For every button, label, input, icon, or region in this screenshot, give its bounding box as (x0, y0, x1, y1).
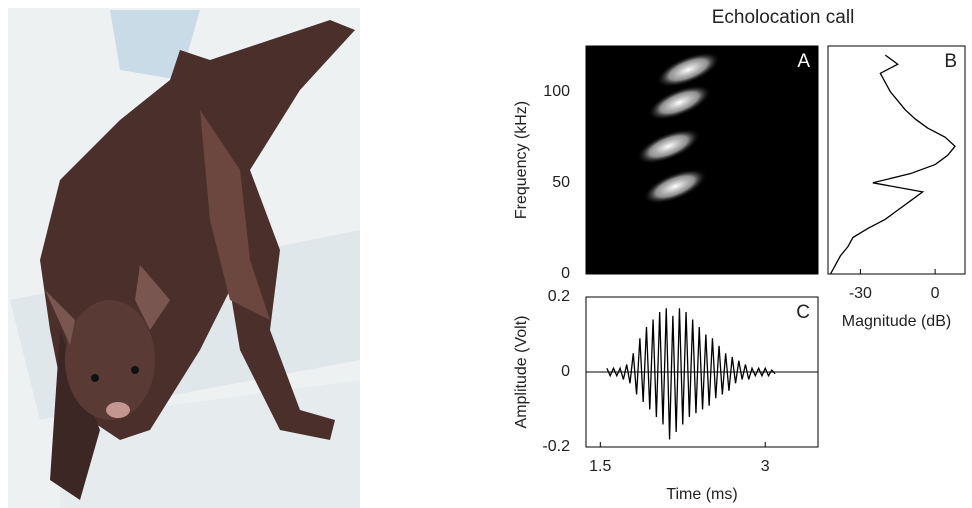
figure-title: Echolocation call (712, 7, 855, 28)
y-tick-label: 100 (543, 83, 570, 100)
y-axis-label: Amplitude (Volt) (513, 316, 530, 429)
y-tick-label: 0.2 (548, 288, 570, 305)
y-tick-label: 0 (561, 265, 570, 282)
x-axis-label: Time (ms) (666, 486, 737, 503)
harmonic-component (656, 52, 721, 88)
panel-label: A (797, 51, 810, 72)
y-tick-label: -0.2 (542, 438, 570, 455)
waveform-line (606, 308, 776, 440)
harmonic-component (643, 168, 707, 204)
plot-frame (585, 45, 819, 275)
harmonic-component (647, 85, 712, 121)
x-tick-label: 1.5 (589, 458, 611, 475)
panel-label: C (796, 302, 810, 323)
y-axis-label: Frequency (kHz) (513, 101, 530, 219)
y-tick-label: 0 (561, 363, 570, 380)
spectrogram-background (586, 46, 818, 274)
x-tick-label: 0 (931, 285, 940, 302)
panel-label: B (944, 51, 957, 72)
y-tick-label: 50 (552, 174, 570, 191)
harmonic-component (636, 128, 701, 164)
bat-photo (8, 8, 360, 508)
x-tick-label: -30 (849, 285, 872, 302)
plot-frame (827, 45, 966, 275)
x-tick-label: 3 (761, 458, 770, 475)
x-axis-label: Magnitude (dB) (842, 313, 951, 330)
spectrum-line (829, 54, 956, 275)
